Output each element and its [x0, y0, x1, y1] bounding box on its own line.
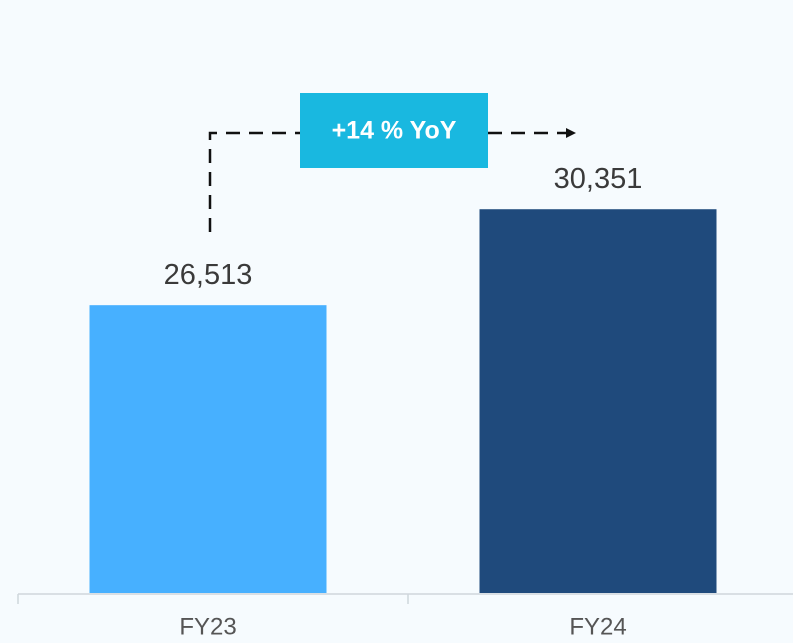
annotation-box — [300, 93, 488, 168]
bar — [89, 305, 327, 593]
annotation-line — [208, 131, 300, 232]
annotation-text: +14 % YoY — [332, 117, 457, 145]
x-tick-label: FY23 — [179, 613, 236, 640]
value-label: 26,513 — [164, 259, 253, 291]
x-tick-label: FY24 — [569, 613, 626, 640]
value-label: 30,351 — [554, 163, 643, 195]
bar — [479, 209, 717, 593]
